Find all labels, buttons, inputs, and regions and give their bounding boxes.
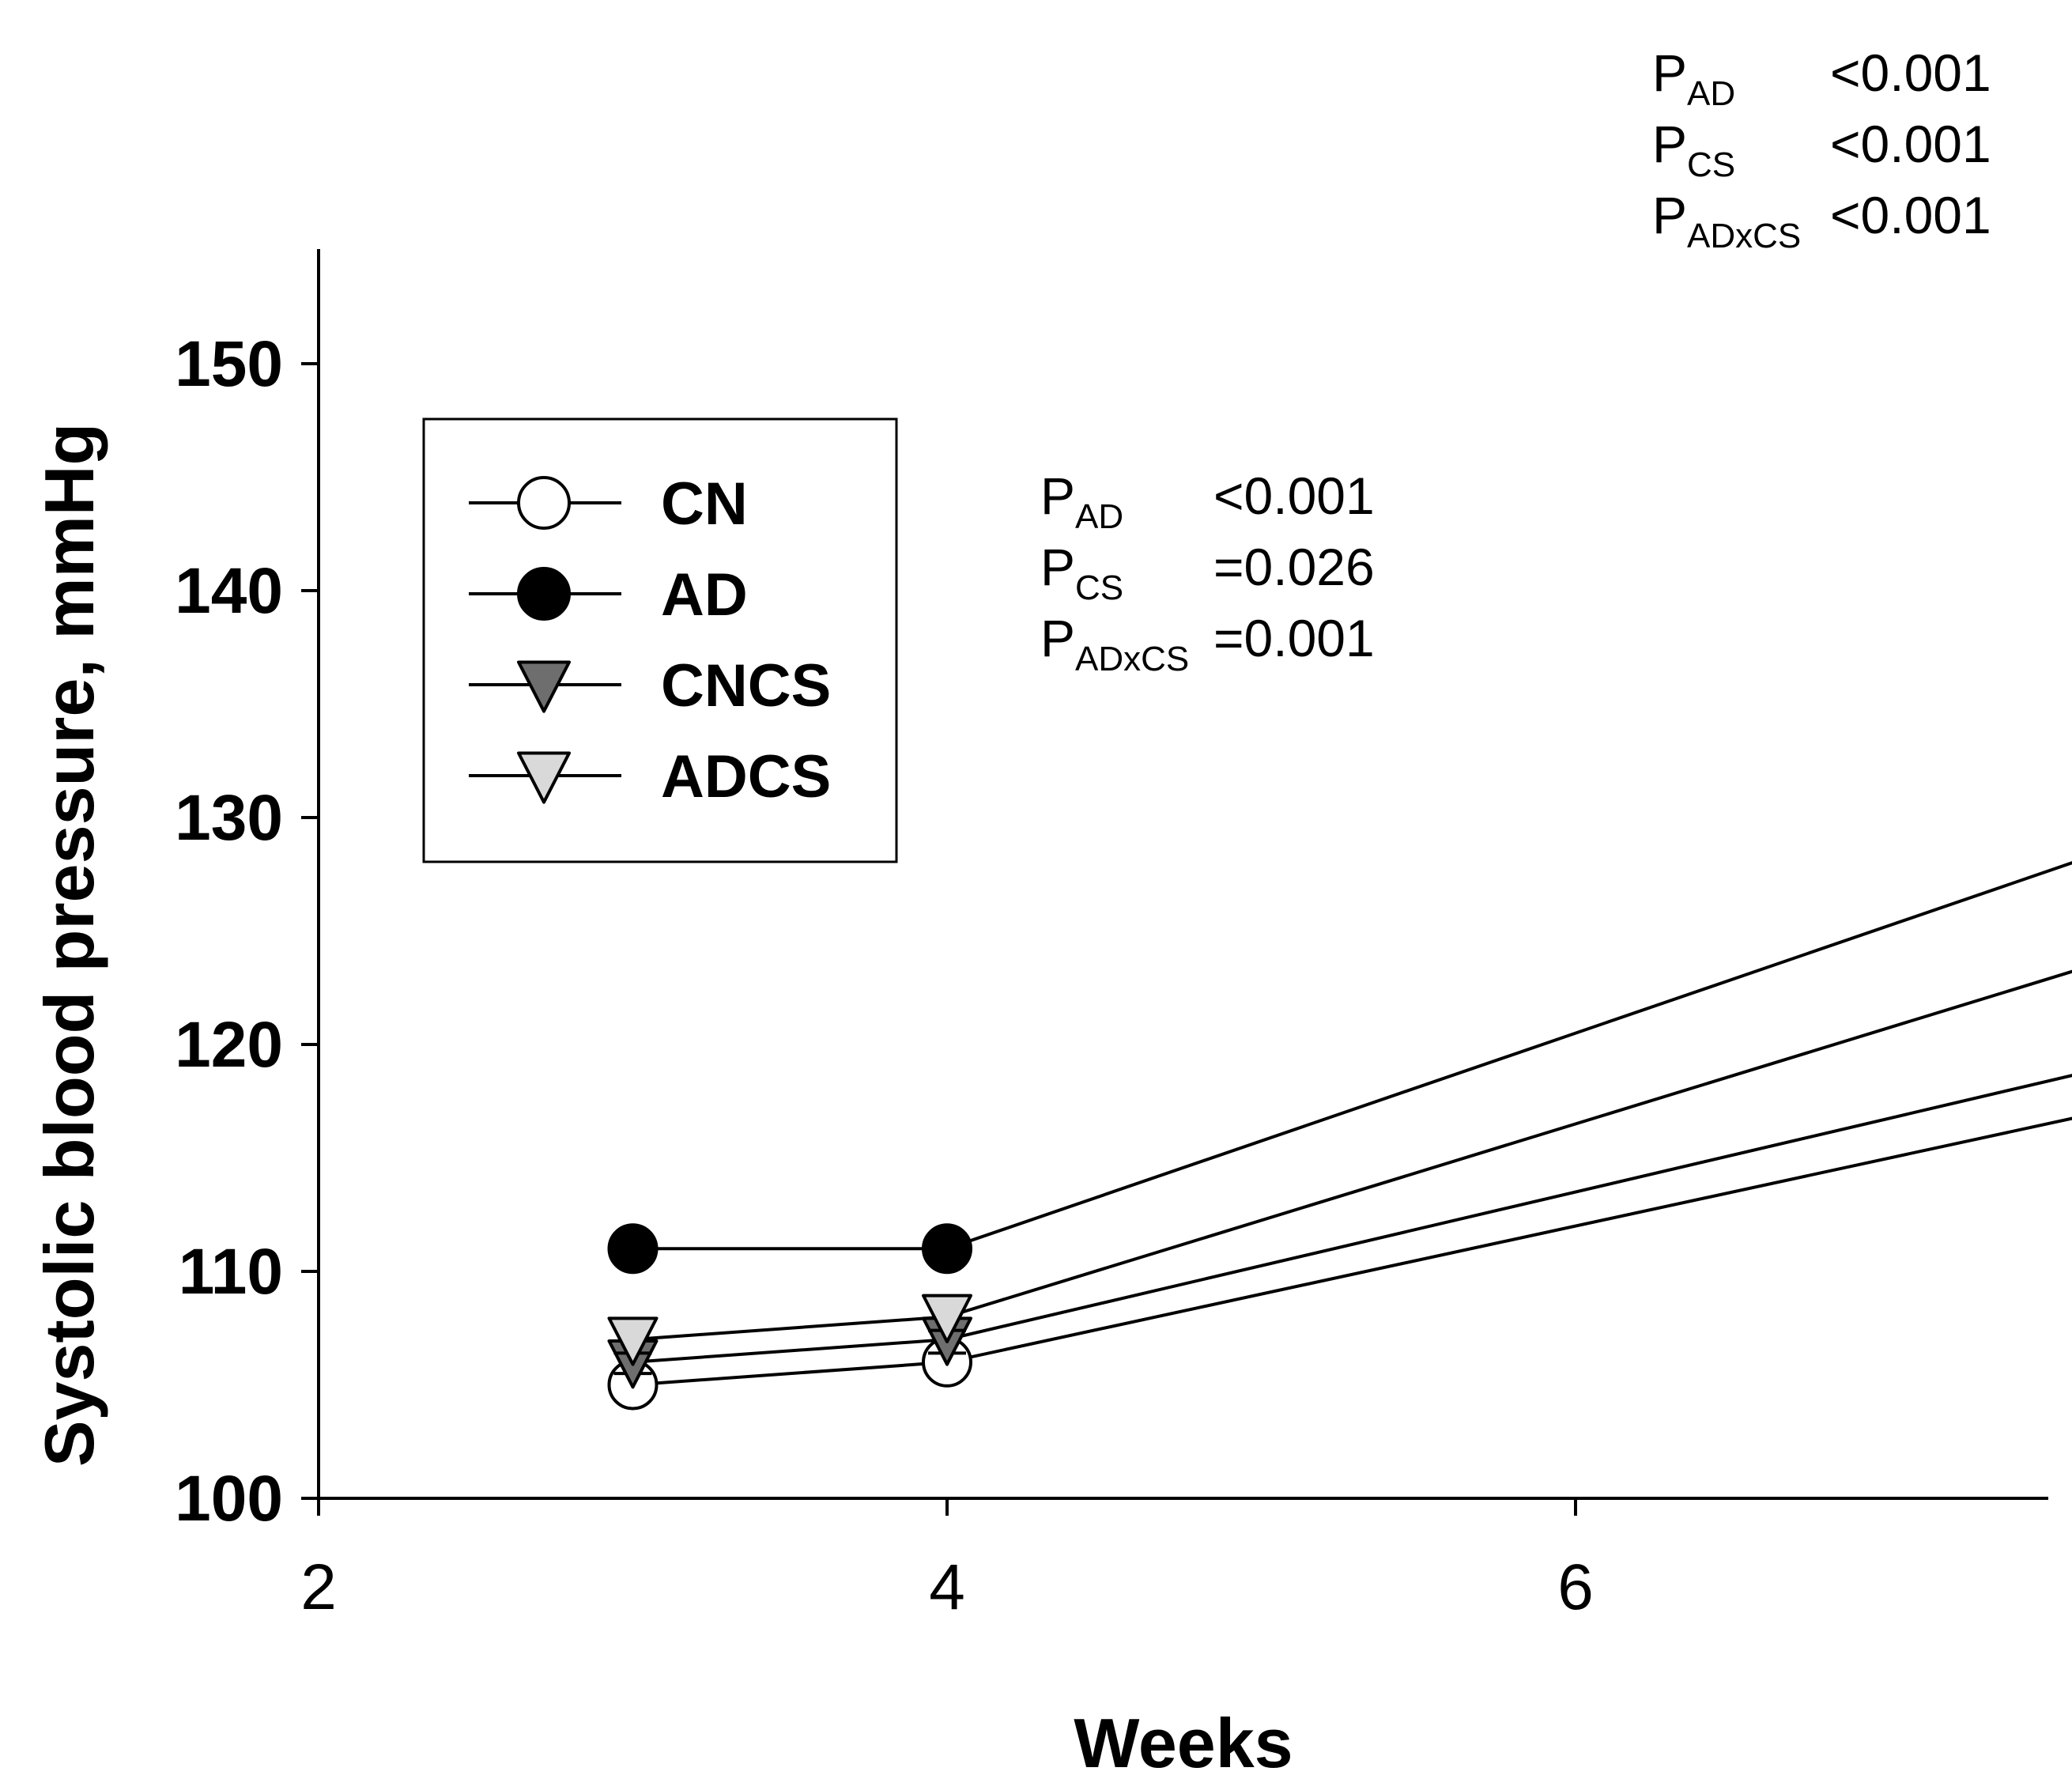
y-tick-label: 120 — [175, 1009, 283, 1081]
legend-label-cn: CN — [661, 470, 748, 538]
legend-box — [422, 417, 898, 863]
x-tick-label: 4 — [929, 1551, 965, 1623]
p-value: <0.001 — [1830, 115, 1991, 173]
series-line-cncs — [632, 1074, 2072, 1364]
y-tick-label: 110 — [179, 1236, 283, 1308]
y-tick-label: 130 — [175, 782, 283, 854]
p-value: =0.001 — [1213, 609, 1375, 667]
legend-marker-cncs — [517, 660, 571, 713]
p-label: PCS — [1040, 538, 1123, 607]
p-value: <0.001 — [1830, 186, 1991, 244]
x-tick-label: 2 — [300, 1551, 337, 1623]
series-line-ad — [632, 861, 2072, 1251]
y-tick-label: 150 — [175, 328, 283, 400]
y-tick-label: 100 — [175, 1463, 283, 1535]
data-point-adcs — [922, 1294, 972, 1343]
p-label: PADxCS — [1040, 609, 1189, 678]
series-adcs — [607, 969, 2072, 1366]
data-point-adcs — [607, 1316, 659, 1366]
legend-label-ad: AD — [661, 561, 748, 629]
series-line-cn — [632, 1116, 2072, 1387]
annotation-week12: PAD <0.001 PCS <0.001 PADxCS <0.001 — [1652, 43, 1991, 255]
p-label: PAD — [1652, 43, 1735, 113]
annotation-week8: PAD <0.001 PCS =0.026 PADxCS =0.001 — [1040, 466, 1375, 678]
series-line-adcs — [632, 969, 2072, 1342]
legend-marker-ad — [517, 567, 571, 621]
x-axis-title: Weeks — [1074, 1704, 1293, 1779]
data-point-ad — [607, 1223, 659, 1275]
y-tick-label: 140 — [175, 555, 283, 627]
legend-marker-adcs — [517, 751, 571, 804]
p-value: <0.001 — [1830, 43, 1991, 102]
data-point-ad — [922, 1223, 972, 1275]
p-label: PAD — [1040, 466, 1123, 536]
p-value: <0.001 — [1213, 466, 1375, 525]
y-axis-title: Systolic blood pressure, mmHg — [30, 423, 108, 1467]
p-label: PCS — [1652, 115, 1735, 184]
p-label: PADxCS — [1652, 186, 1801, 255]
series-ad — [607, 861, 2072, 1275]
legend-label-cncs: CNCS — [661, 652, 831, 720]
x-tick-label: 6 — [1557, 1551, 1594, 1623]
legend-label-adcs: ADCS — [661, 743, 831, 810]
p-value: =0.026 — [1213, 538, 1375, 596]
legend-marker-cn — [517, 476, 571, 530]
legend: CN AD CNCS ADCS — [422, 417, 898, 863]
